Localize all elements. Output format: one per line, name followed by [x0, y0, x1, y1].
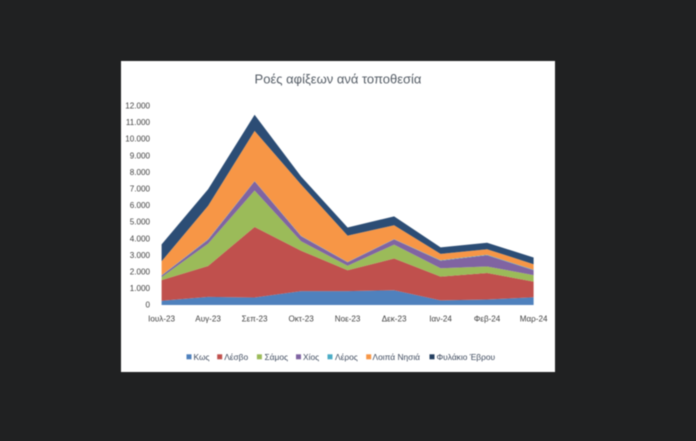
svg-text:Λέσβο: Λέσβο [224, 352, 248, 362]
svg-text:0: 0 [145, 301, 150, 310]
svg-text:6.000: 6.000 [130, 201, 151, 210]
svg-text:Λοιπά Νησιά: Λοιπά Νησιά [373, 352, 421, 362]
svg-text:Χίος: Χίος [303, 352, 319, 362]
svg-text:12.000: 12.000 [125, 102, 150, 111]
svg-text:Δεκ-23: Δεκ-23 [382, 315, 407, 324]
svg-text:4.000: 4.000 [130, 234, 151, 243]
svg-text:10.000: 10.000 [125, 135, 150, 144]
svg-text:Κως: Κως [194, 352, 210, 362]
svg-text:Ιουλ-23: Ιουλ-23 [148, 315, 175, 324]
svg-text:Νοε-23: Νοε-23 [335, 315, 361, 324]
svg-text:Ιαν-24: Ιαν-24 [429, 315, 452, 324]
svg-text:Μαρ-24: Μαρ-24 [520, 315, 548, 324]
svg-text:8.000: 8.000 [130, 168, 151, 177]
svg-text:11.000: 11.000 [126, 118, 151, 127]
svg-text:2.000: 2.000 [130, 268, 151, 277]
svg-text:Οκτ-23: Οκτ-23 [288, 315, 314, 324]
svg-text:Φυλάκιο Έβρου: Φυλάκιο Έβρου [437, 352, 496, 362]
svg-text:9.000: 9.000 [130, 151, 151, 160]
svg-text:7.000: 7.000 [130, 185, 151, 194]
svg-text:Αυγ-23: Αυγ-23 [195, 315, 221, 324]
svg-text:Φεβ-24: Φεβ-24 [474, 315, 501, 324]
svg-text:1.000: 1.000 [130, 284, 151, 293]
svg-text:Σάμος: Σάμος [265, 352, 289, 362]
svg-text:Σεπ-23: Σεπ-23 [242, 315, 268, 324]
svg-text:5.000: 5.000 [130, 218, 151, 227]
svg-text:Ροές αφίξεων ανά τοποθεσία: Ροές αφίξεων ανά τοποθεσία [255, 71, 422, 86]
svg-text:3.000: 3.000 [130, 251, 151, 260]
svg-text:Λέρος: Λέρος [335, 352, 358, 362]
